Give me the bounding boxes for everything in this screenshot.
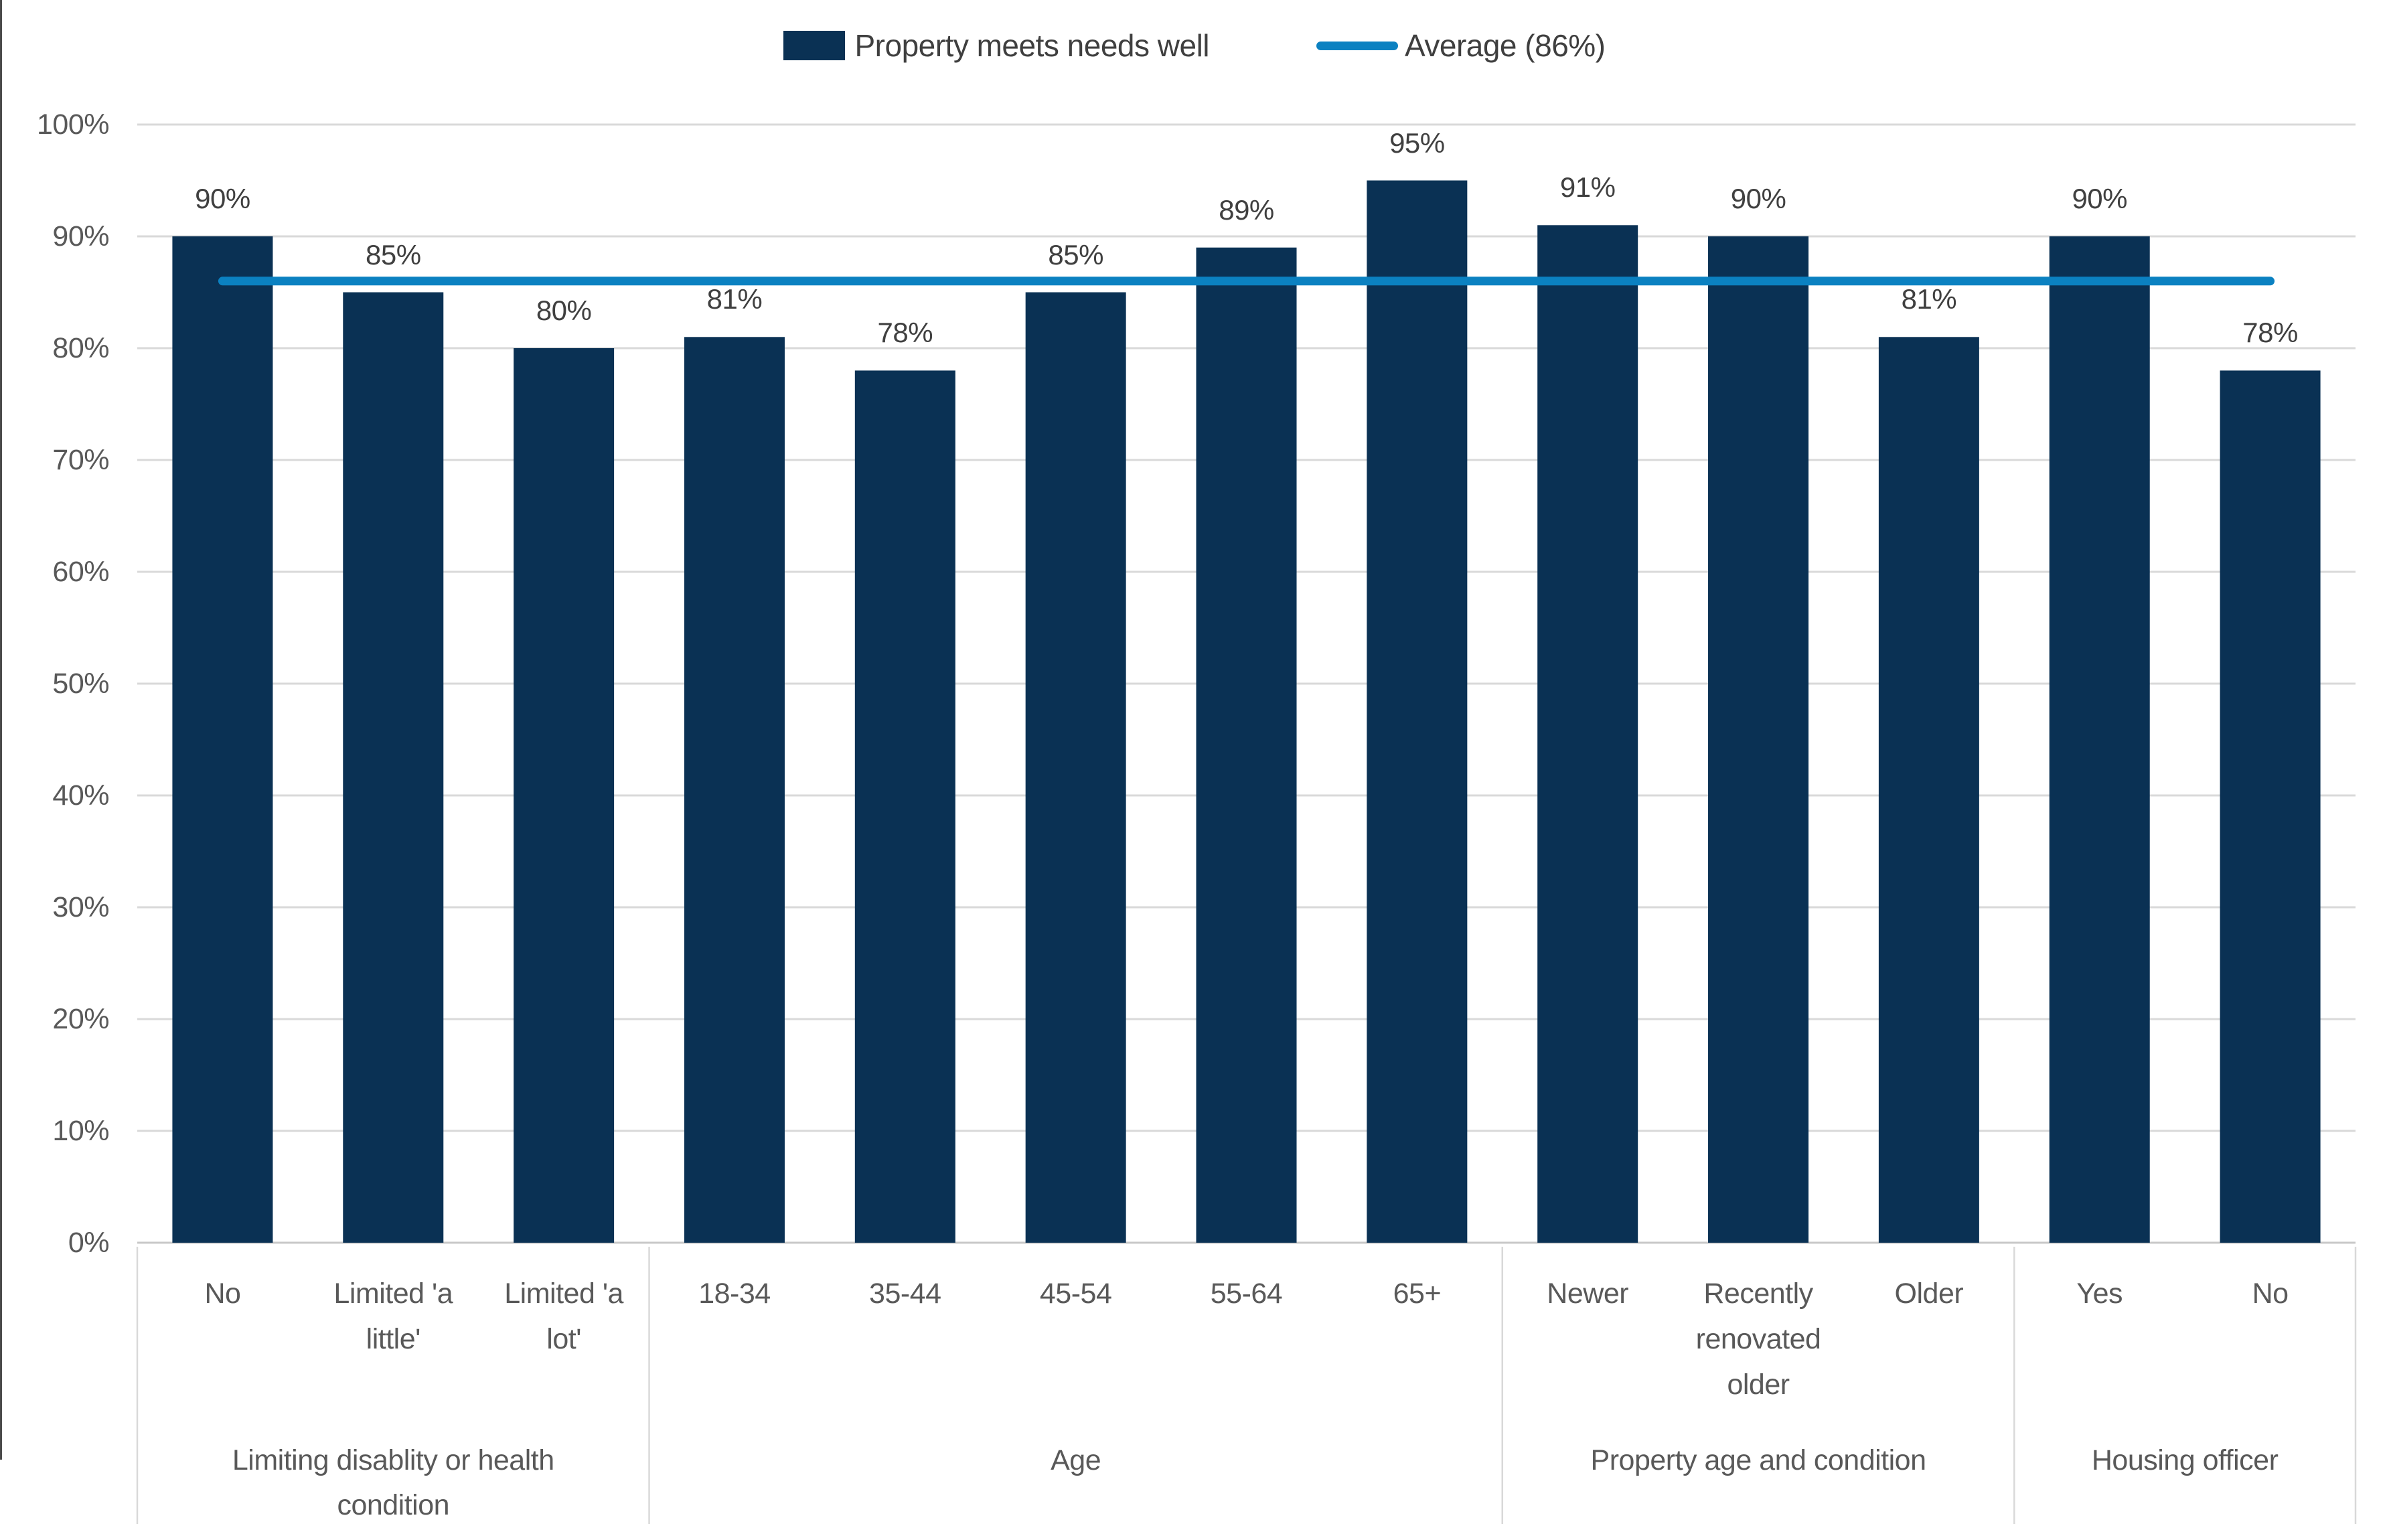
bar xyxy=(2049,236,2150,1243)
bar xyxy=(2220,370,2321,1243)
y-axis-tick-label: 70% xyxy=(52,444,109,476)
window-left-border xyxy=(0,0,2,1460)
bar xyxy=(1367,180,1468,1243)
category-tick-label: 45-54 xyxy=(1039,1278,1112,1310)
legend-line-swatch xyxy=(1316,41,1399,50)
bar-data-label: 90% xyxy=(195,183,250,214)
bar xyxy=(1878,337,1979,1243)
legend-bar-swatch xyxy=(783,31,846,60)
bar-data-label: 90% xyxy=(1730,183,1786,214)
legend-series-label: Property meets needs well xyxy=(854,28,1210,63)
category-tick-label: 55-64 xyxy=(1210,1278,1283,1310)
y-axis-tick-label: 50% xyxy=(52,668,109,700)
category-tick-label: 65+ xyxy=(1393,1278,1442,1310)
category-tick-label: Newer xyxy=(1547,1278,1629,1310)
bar xyxy=(1537,225,1638,1243)
y-axis-tick-label: 60% xyxy=(52,556,109,588)
bar-data-label: 85% xyxy=(365,238,421,271)
y-axis-tick-label: 80% xyxy=(52,332,109,364)
bar xyxy=(172,236,273,1243)
category-tick-label: 18-34 xyxy=(698,1278,771,1310)
y-axis-tick-label: 30% xyxy=(52,891,109,923)
bar xyxy=(514,348,615,1243)
category-tick-label: No xyxy=(2252,1278,2289,1310)
category-group-label: Property age and condition xyxy=(1590,1444,1926,1476)
bar-data-label: 95% xyxy=(1389,127,1445,159)
bar xyxy=(854,370,955,1243)
y-axis-tick-label: 100% xyxy=(37,108,109,141)
category-tick-label: Yes xyxy=(2076,1278,2123,1310)
bar-data-label: 80% xyxy=(536,295,592,326)
legend-average-label: Average (86%) xyxy=(1405,28,1606,63)
bar-data-label: 91% xyxy=(1559,171,1616,204)
category-tick-label: Older xyxy=(1894,1278,1964,1310)
bar xyxy=(1196,247,1297,1243)
bar xyxy=(684,337,785,1243)
bar-data-label: 78% xyxy=(2242,317,2298,349)
bar-data-label: 89% xyxy=(1219,194,1274,226)
y-axis-tick-label: 0% xyxy=(68,1227,110,1259)
category-group-label: Limiting disablity or health condition xyxy=(232,1444,554,1521)
y-axis-tick-label: 10% xyxy=(52,1115,109,1147)
category-tick-label: Limited 'a little' xyxy=(333,1278,453,1355)
bar xyxy=(1025,292,1126,1243)
category-tick-label: No xyxy=(204,1278,241,1310)
bar xyxy=(343,292,444,1243)
category-tick-label: 35-44 xyxy=(869,1278,941,1310)
category-group-label: Age xyxy=(1051,1444,1101,1476)
bar xyxy=(1708,236,1809,1243)
bar-data-label: 81% xyxy=(706,283,763,315)
bar-data-label: 85% xyxy=(1048,238,1103,271)
y-axis-tick-label: 40% xyxy=(52,779,109,812)
category-group-label: Housing officer xyxy=(2091,1444,2279,1476)
bar-data-label: 81% xyxy=(1901,283,1957,315)
legend: Property meets needs well Average (86%) xyxy=(0,20,2389,71)
bar-data-label: 90% xyxy=(2072,183,2127,214)
category-tick-label: Recently renovated older xyxy=(1695,1278,1821,1401)
category-tick-label: Limited 'a lot' xyxy=(504,1278,623,1355)
y-axis-tick-label: 20% xyxy=(52,1003,109,1035)
bar-data-label: 78% xyxy=(877,317,933,349)
y-axis-tick-label: 90% xyxy=(52,220,109,252)
